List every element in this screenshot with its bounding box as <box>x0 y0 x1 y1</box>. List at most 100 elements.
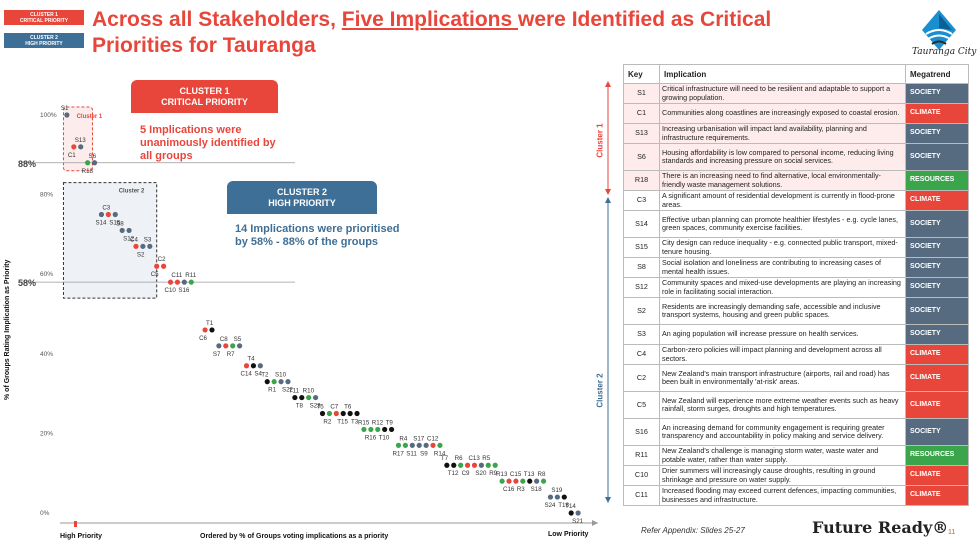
row-implication: Housing affordability is low compared to… <box>659 143 906 171</box>
cluster1-note: 5 Implications were unanimously identifi… <box>140 124 276 162</box>
data-point <box>485 462 491 468</box>
data-point-label: T9 <box>386 419 394 426</box>
data-point-label: S13 <box>75 137 87 144</box>
key-table-row: C1 Communities along coastlines are incre… <box>623 103 969 124</box>
data-point <box>119 227 125 234</box>
data-point <box>554 494 560 500</box>
data-point-label: R13 <box>496 471 508 478</box>
threshold-label: 58% <box>18 278 36 288</box>
data-point-label: S2 <box>137 251 145 258</box>
data-point <box>471 462 478 468</box>
cluster2-note: 14 Implications were prioritised by 58% … <box>235 223 400 248</box>
data-point-label: R14 <box>434 450 446 457</box>
row-megatrend: CLIMATE <box>905 344 969 365</box>
cluster1-banner: CLUSTER 1 CRITICAL PRIORITY <box>131 80 278 113</box>
row-key: C1 <box>623 103 660 124</box>
row-key: S2 <box>623 297 660 325</box>
refer-appendix: Refer Appendix: Slides 25-27 <box>641 526 745 535</box>
key-table-header: Key Implication Megatrend <box>623 64 969 84</box>
data-point <box>112 211 118 218</box>
row-key: S16 <box>623 418 660 446</box>
data-point <box>181 279 187 285</box>
row-megatrend: SOCIETY <box>905 257 969 278</box>
data-point-label: C3 <box>102 205 110 212</box>
key-table-row: S13 Increasing urbanisation will impact l… <box>623 123 969 144</box>
data-point-label: R10 <box>303 388 315 395</box>
data-point <box>312 394 319 401</box>
data-point <box>423 442 429 448</box>
row-megatrend: CLIMATE <box>905 190 969 211</box>
data-point <box>540 478 547 484</box>
data-point <box>285 379 291 385</box>
row-key: C5 <box>623 391 660 419</box>
cluster-side-arrows <box>605 81 611 503</box>
data-point-label: C4 <box>130 236 138 243</box>
row-megatrend: SOCIETY <box>905 83 969 104</box>
data-point-label: S15 <box>109 220 121 227</box>
data-point <box>568 510 574 516</box>
data-point-label: S17 <box>413 435 425 442</box>
data-point <box>437 442 443 448</box>
data-point-label: C10 <box>165 287 177 294</box>
data-point-label: T16 <box>558 502 569 509</box>
data-point-label: S20 <box>475 470 487 477</box>
row-implication: Community spaces and mixed-use developme… <box>659 277 906 298</box>
data-point <box>402 442 408 448</box>
data-point-label: C12 <box>427 435 439 442</box>
key-table-row: C3 A significant amount of residential de… <box>623 190 969 211</box>
key-table-row: R11 New Zealand's challenge is managing s… <box>623 445 969 466</box>
data-point-label: R17 <box>392 450 404 457</box>
data-point <box>105 211 111 218</box>
cluster2-banner-line1: CLUSTER 2 <box>276 186 327 197</box>
data-point <box>388 426 395 433</box>
key-table-row: C11 Increased flooding may exceed current… <box>623 485 969 506</box>
cluster2-box <box>62 182 158 299</box>
data-point <box>430 442 436 448</box>
row-implication: Social isolation and loneliness are cont… <box>659 257 906 278</box>
data-point-label: T6 <box>344 404 352 411</box>
data-point-label: R12 <box>372 419 384 426</box>
data-point <box>319 410 326 417</box>
row-key: S6 <box>623 143 660 171</box>
title-underlined: Five Implications <box>341 8 518 31</box>
row-implication: Effective urban planning can promote hea… <box>659 210 906 238</box>
row-implication: There is an increasing need to find alte… <box>659 170 906 191</box>
cluster1-arrow-down <box>605 189 611 195</box>
row-key: S12 <box>623 277 660 298</box>
cluster2-banner: CLUSTER 2 HIGH PRIORITY <box>227 181 377 214</box>
data-point-label: T12 <box>448 470 459 477</box>
data-point <box>243 363 250 369</box>
data-point <box>478 462 484 468</box>
row-key: C3 <box>623 190 660 211</box>
data-point <box>85 160 91 166</box>
data-point <box>492 462 498 468</box>
row-implication: Residents are increasingly demanding saf… <box>659 297 906 325</box>
data-point-label: R7 <box>227 351 235 358</box>
data-point <box>209 327 215 333</box>
data-point <box>133 243 139 249</box>
data-point <box>347 410 353 417</box>
title-part2: were Identified as Critical Priorities f… <box>92 8 772 57</box>
cluster1-side-label: Cluster 1 <box>595 123 605 158</box>
row-megatrend: SOCIETY <box>905 237 969 258</box>
data-point-label: C2 <box>158 256 166 263</box>
data-point-label: T1 <box>206 320 214 327</box>
data-point <box>506 478 512 484</box>
y-tick-label: 40% <box>40 351 53 358</box>
row-key: S15 <box>623 237 660 258</box>
row-implication: New Zealand will experience more extreme… <box>659 391 906 419</box>
data-point <box>368 426 374 433</box>
title-part1: Across all Stakeholders, <box>92 8 342 31</box>
page-title: Across all Stakeholders, Five Implicatio… <box>92 7 852 59</box>
data-point-label: S14 <box>95 220 107 227</box>
data-point <box>126 227 132 234</box>
row-megatrend: CLIMATE <box>905 364 969 392</box>
data-point <box>223 343 229 349</box>
data-point <box>140 243 146 249</box>
y-tick-label: 80% <box>40 192 53 199</box>
key-table-row: S2 Residents are increasingly demanding s… <box>623 297 969 325</box>
key-table-row: C10 Drier summers will increasingly cause… <box>623 465 969 486</box>
y-tick-label: 60% <box>40 271 53 278</box>
data-point-label: R2 <box>323 419 331 426</box>
data-point-label: S9 <box>420 450 428 457</box>
